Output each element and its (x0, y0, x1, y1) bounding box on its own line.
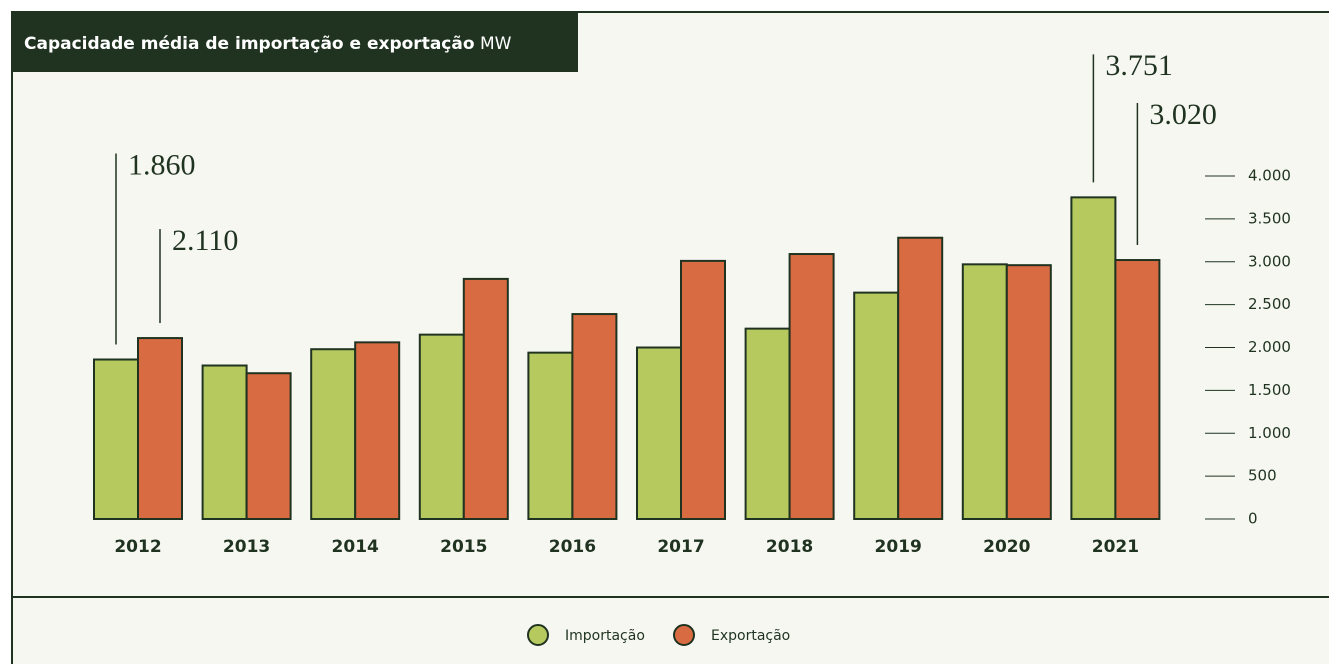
bar (853, 291, 900, 520)
legend-swatch (527, 624, 549, 646)
x-tick-label: 2018 (766, 537, 813, 557)
bar (245, 372, 292, 520)
legend-swatch (673, 624, 695, 646)
bar (636, 346, 682, 520)
bar (744, 327, 791, 521)
value-label: 1.860 (128, 148, 196, 181)
x-tick-label: 2017 (657, 537, 704, 557)
x-tick-label: 2014 (332, 537, 379, 557)
x-tick-label: 2016 (549, 537, 596, 557)
chart-title: Capacidade média de importação e exporta… (24, 34, 475, 54)
bar (527, 351, 574, 520)
y-tick-label: 3.500 (1248, 209, 1291, 227)
bar (788, 253, 835, 520)
x-tick-label: 2015 (440, 537, 487, 557)
y-tick-label: 2.000 (1248, 338, 1291, 356)
y-tick-label: 3.000 (1248, 252, 1291, 270)
bar (418, 333, 465, 521)
x-tick-label: 2021 (1092, 537, 1139, 557)
x-tick-label: 2019 (875, 537, 922, 557)
bar (310, 348, 357, 520)
y-tick-label: 2.500 (1248, 295, 1291, 313)
bar (680, 259, 726, 520)
bar (354, 341, 401, 521)
unit: MW (480, 34, 512, 54)
legend-label: Importação (565, 628, 645, 644)
y-tick-label: 1.000 (1248, 424, 1291, 442)
value-label: 3.020 (1149, 98, 1217, 131)
legend-label: Exportação (711, 628, 790, 644)
y-tick-label: 1.500 (1248, 381, 1291, 399)
value-label: 3.751 (1105, 49, 1173, 82)
bar (571, 313, 618, 520)
title-box (12, 12, 578, 72)
y-tick-label: 0 (1248, 510, 1258, 528)
bar (1005, 264, 1052, 520)
bar (1070, 196, 1117, 520)
value-label: 2.110 (172, 224, 238, 257)
bar (201, 364, 248, 520)
y-tick-label: 500 (1248, 467, 1277, 485)
bar (961, 263, 1008, 521)
x-tick-label: 2020 (983, 537, 1030, 557)
y-tick-label: 4.000 (1248, 167, 1291, 185)
bar (93, 358, 139, 520)
bar (897, 236, 944, 521)
x-tick-label: 2012 (114, 537, 161, 557)
x-tick-label: 2013 (223, 537, 270, 557)
chart-title-group: Capacidade média de importação e exporta… (24, 34, 512, 54)
bar (462, 277, 509, 520)
bar (1114, 259, 1161, 520)
bar (137, 337, 183, 520)
